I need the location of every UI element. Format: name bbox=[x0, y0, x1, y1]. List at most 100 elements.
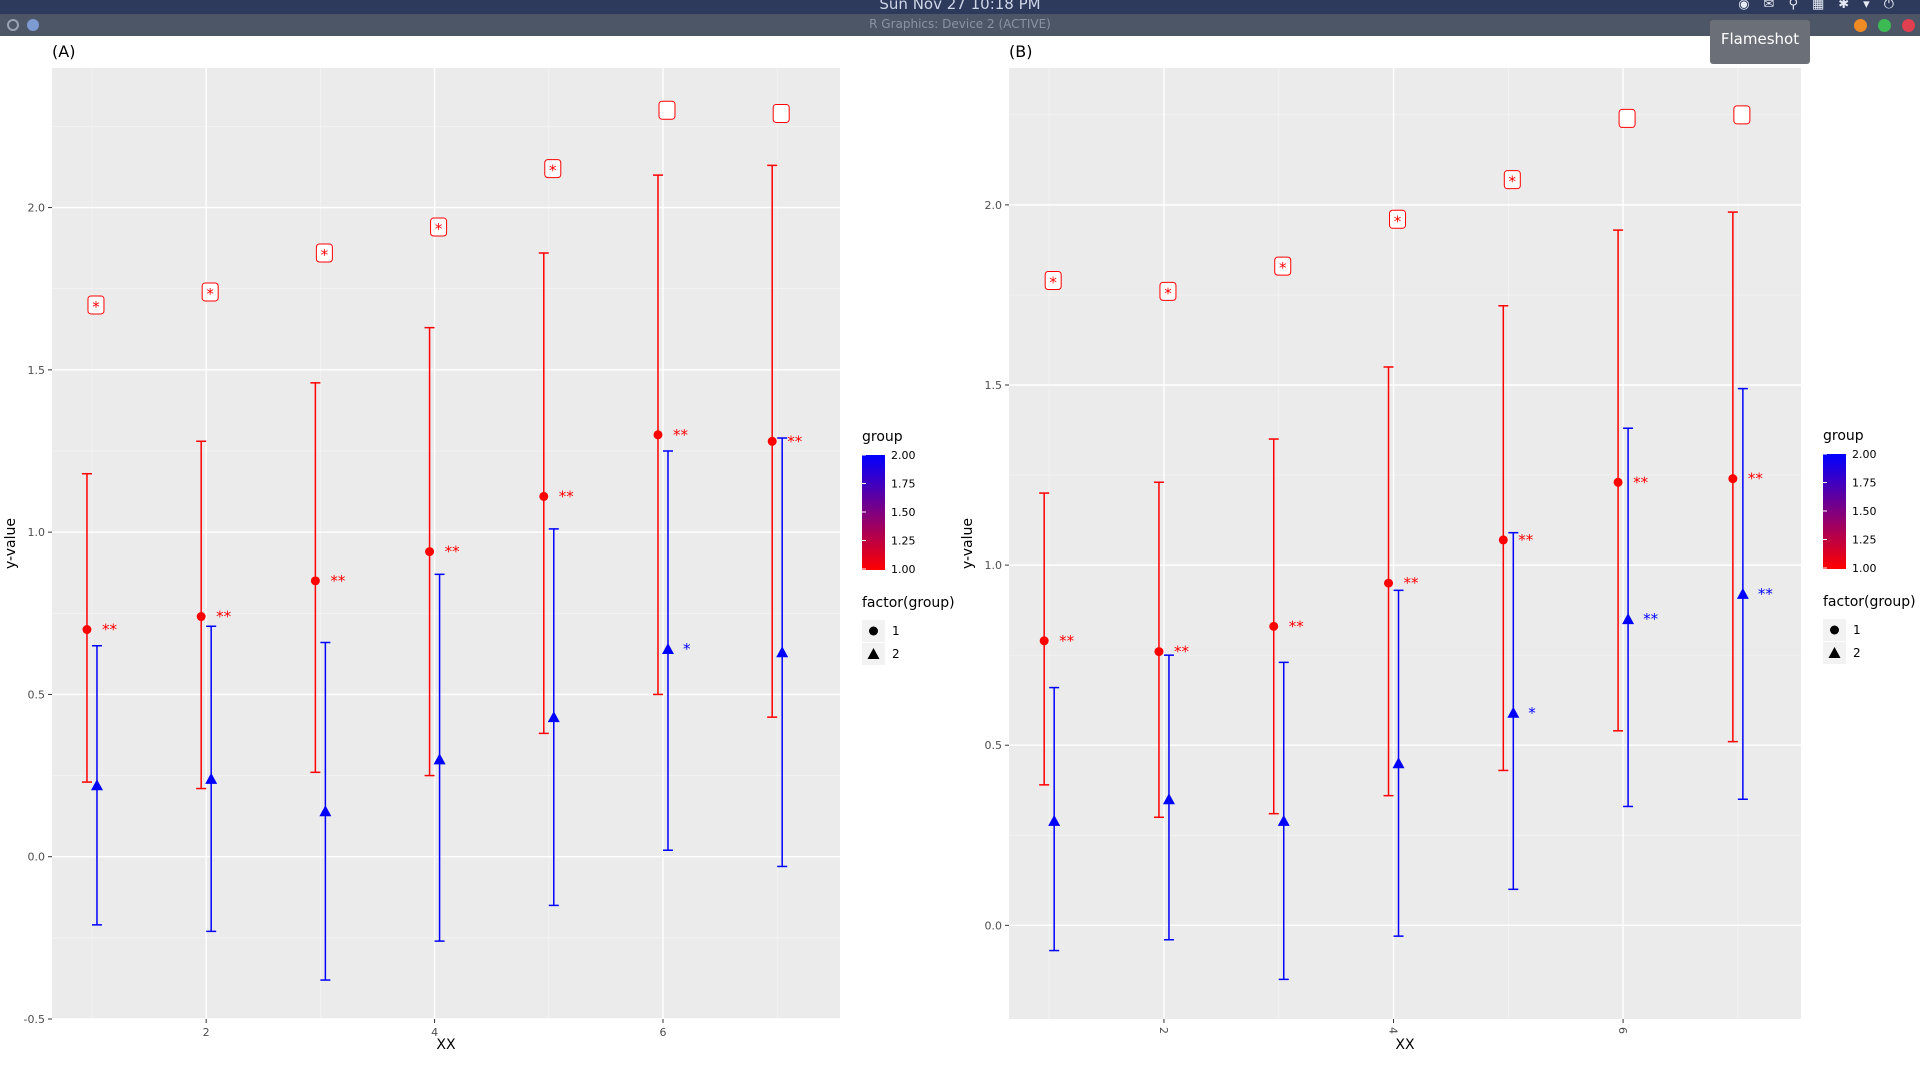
legend-shape-triangle bbox=[867, 648, 880, 659]
boxed-label bbox=[1389, 209, 1407, 229]
legend-colorbar-label: 1.50 bbox=[1852, 505, 1877, 518]
bluetooth-tray-icon[interactable]: ✱ bbox=[1838, 0, 1864, 12]
system-tray: ◉✉⚲▦✱▾⏻ bbox=[1738, 0, 1908, 12]
y-tick-label: 2.0 bbox=[985, 199, 1003, 212]
data-point-circle bbox=[539, 491, 549, 501]
data-point-triangle bbox=[1277, 814, 1290, 826]
boxed-label bbox=[315, 243, 333, 263]
boxed-label-text: * bbox=[321, 246, 329, 264]
legend-colorbar-label: 1.75 bbox=[1852, 477, 1877, 490]
boxed-label-text: * bbox=[1164, 284, 1172, 302]
y-axis-label: y-value bbox=[960, 518, 976, 569]
data-point-circle bbox=[767, 436, 777, 446]
flameshot-tray-icon[interactable]: ◉ bbox=[1738, 0, 1764, 12]
significance-label: ** bbox=[559, 487, 575, 505]
legend-colorbar bbox=[1823, 454, 1846, 569]
significance-label: ** bbox=[1758, 585, 1774, 603]
y-tick-label: 1.0 bbox=[28, 526, 46, 539]
data-point-circle bbox=[1728, 474, 1738, 484]
significance-label: * bbox=[1528, 704, 1536, 722]
minimize-button[interactable] bbox=[1854, 19, 1867, 32]
y-tick-label: 0.0 bbox=[28, 851, 46, 864]
legend-shape-label: 2 bbox=[892, 647, 900, 661]
boxed-label-text: * bbox=[549, 162, 557, 180]
boxed-label bbox=[658, 100, 676, 120]
window-title: R Graphics: Device 2 (ACTIVE) bbox=[869, 17, 1051, 31]
search-tray-icon[interactable]: ⚲ bbox=[1788, 0, 1812, 12]
significance-label: ** bbox=[330, 572, 346, 590]
x-tick-label: 2 bbox=[1157, 1027, 1170, 1034]
legend-colorbar-label: 1.00 bbox=[891, 563, 916, 576]
flameshot-tooltip: Flameshot bbox=[1710, 20, 1810, 64]
clock[interactable]: Sun Nov 27 10:18 PM bbox=[879, 0, 1041, 13]
legend-shape-circle bbox=[1830, 625, 1839, 635]
y-tick-label: 0.0 bbox=[985, 919, 1003, 932]
significance-label: ** bbox=[673, 426, 689, 444]
keyboard-tray-icon[interactable]: ▦ bbox=[1811, 0, 1839, 12]
data-point-triangle bbox=[205, 772, 218, 784]
boxed-label-text: * bbox=[206, 285, 214, 303]
legend-shape-title: factor(group) bbox=[862, 595, 955, 611]
boxed-label-text: * bbox=[92, 298, 100, 316]
y-tick-label: -0.5 bbox=[24, 1013, 45, 1026]
data-point-circle bbox=[1384, 578, 1394, 588]
data-point-circle bbox=[196, 612, 206, 622]
maximize-button[interactable] bbox=[1878, 19, 1891, 32]
data-point-circle bbox=[310, 576, 320, 586]
plot-panel-b: (B)0.00.51.01.52.02 4 6XXy-value**********… bbox=[960, 42, 1916, 1053]
data-point-triangle bbox=[1622, 613, 1635, 625]
data-point-circle bbox=[1269, 621, 1279, 631]
data-point-circle bbox=[425, 547, 435, 557]
data-point-triangle bbox=[319, 805, 332, 817]
data-point-triangle bbox=[90, 779, 103, 791]
data-point-circle bbox=[1613, 477, 1623, 487]
plot-panel-a: (A)-0.50.00.51.01.52.02 4 6XXy-value******… bbox=[3, 42, 955, 1053]
boxed-label-text: * bbox=[1509, 173, 1517, 191]
significance-label: ** bbox=[1174, 643, 1190, 661]
boxed-label bbox=[1733, 105, 1751, 125]
legend-colorbar-label: 1.25 bbox=[1852, 534, 1877, 547]
significance-label: ** bbox=[445, 543, 461, 561]
close-button[interactable] bbox=[1902, 19, 1915, 32]
data-point-circle bbox=[1498, 535, 1508, 545]
boxed-label bbox=[1044, 271, 1062, 291]
legend-shape-label: 1 bbox=[1853, 623, 1861, 637]
boxed-label bbox=[87, 295, 105, 315]
panel-tag: (B) bbox=[1009, 42, 1032, 61]
significance-label: ** bbox=[1643, 610, 1659, 628]
data-point-triangle bbox=[1736, 587, 1749, 599]
legend-shape-title: factor(group) bbox=[1823, 594, 1916, 610]
app-icon bbox=[7, 19, 19, 31]
data-point-triangle bbox=[1162, 793, 1175, 805]
chat-tray-icon[interactable]: ✉ bbox=[1763, 0, 1789, 12]
legend-shape-circle bbox=[869, 626, 878, 636]
y-tick-label: 1.5 bbox=[985, 379, 1003, 392]
legend-shape-triangle bbox=[1828, 647, 1841, 658]
significance-label: ** bbox=[1518, 531, 1534, 549]
panel-tag: (A) bbox=[52, 42, 75, 61]
significance-label: * bbox=[683, 640, 691, 658]
wifi-tray-icon[interactable]: ▾ bbox=[1863, 0, 1884, 12]
boxed-label bbox=[544, 159, 562, 179]
y-tick-label: 2.0 bbox=[28, 202, 46, 215]
boxed-label-text: * bbox=[435, 220, 443, 238]
boxed-label bbox=[1618, 108, 1636, 128]
x-tick-label: 6 bbox=[1616, 1027, 1629, 1034]
x-tick-label: 6 bbox=[659, 1026, 666, 1039]
legend-colorbar-label: 1.75 bbox=[891, 478, 916, 491]
boxed-label bbox=[1159, 281, 1177, 301]
data-point-circle bbox=[82, 625, 92, 635]
data-point-triangle bbox=[661, 642, 674, 654]
data-point-circle bbox=[1039, 636, 1049, 646]
significance-label: ** bbox=[787, 432, 803, 450]
x-axis-label: XX bbox=[1395, 1037, 1415, 1053]
data-point-circle bbox=[1154, 647, 1164, 657]
boxed-label-text: * bbox=[1049, 274, 1057, 292]
data-point-triangle bbox=[1048, 814, 1061, 826]
x-tick-label: 4 bbox=[1387, 1027, 1400, 1034]
power-tray-icon[interactable]: ⏻ bbox=[1883, 0, 1908, 12]
y-tick-label: 1.5 bbox=[28, 364, 46, 377]
boxed-label-text: * bbox=[1394, 212, 1402, 230]
app-menu-icon[interactable] bbox=[27, 19, 39, 31]
window-title-bar[interactable]: R Graphics: Device 2 (ACTIVE) bbox=[0, 14, 1920, 36]
